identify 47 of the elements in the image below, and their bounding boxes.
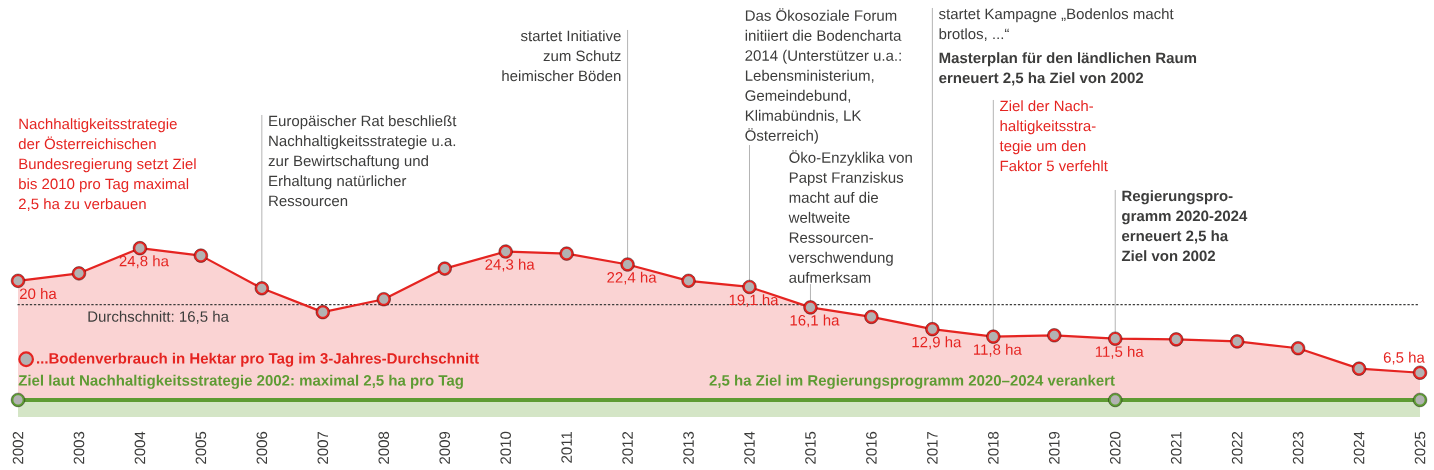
x-tick-label: 2005 [195,431,207,464]
data-label: 19,1 ha [729,294,779,307]
x-tick-label: 2003 [73,431,85,464]
ref-line-label: Regierungspro-gramm 2020-2024 erneuert 2,5 ha Ziel von 2002 [1121,190,1248,262]
x-tick-label: 2014 [744,431,755,464]
x-tick-label: 2021 [1170,431,1182,464]
x-tick-label: 2006 [256,431,268,464]
x-tick-label: 2011 [561,431,572,463]
x-tick-label: 2002 [12,431,24,464]
legend-label: ...Bodenverbrauch in Hektar pro Tag im 3-Jahres-Durchschnitt [37,352,479,367]
annotation: Ziel laut Nachhaltigkeitsstrategie 2002: maximal 2,5 ha pro Tag [18,374,463,389]
x-tick-label: 2009 [439,431,451,464]
x-tick-label: 2025 [1414,431,1426,464]
text: Masterplan für den ländlichen Raum erneuert 2,5 ha Ziel von 2002 [939,52,1197,86]
ref-line-label: Öko-Enzyklika von Papst Franziskus macht auf die weltweite Ressourcen-verschwendung aufmerksam [788,150,912,283]
x-tick-label: 2017 [927,431,938,464]
data-label: 6,5 ha [1383,351,1425,365]
x-tick-label: 2004 [134,431,146,464]
x-tick-label: 2015 [805,431,816,464]
x-tick-label: 2018 [988,431,999,464]
data-label: 11,5 ha [1095,345,1144,359]
x-tick-label: 2019 [1048,431,1060,464]
x-tick-label: 2020 [1109,431,1121,464]
text: Nachhaltigkeitsstrategie der Österreichischen Bundesregierung setzt Ziel bis 2010 pro Tag maximal 2,5 ha zu verbauen [18,118,196,211]
data-label: 24,8 ha [119,255,169,269]
ref-line-label: Das Ökosoziale Forum initiiert die Bodencharta 2014 (Unterstützer u.a.: Lebensministerium, Gemeindebund, Klimabündnis, LK Österreich) [745,8,902,144]
data-label: 11,8 ha [974,343,1022,357]
x-tick-label: 2013 [683,431,694,464]
data-label: 22,4 ha [607,271,657,285]
ref-line-label: Ziel der Nach-haltigkeitsstra-tegie um den Faktor 5 verfehlt [999,100,1108,172]
x-tick-label: 2022 [1231,431,1243,464]
x-tick-label: 2007 [317,431,329,464]
ref-line-label: Europäischer Rat beschließt Nachhaltigkeitsstrategie u.a. zur Bewirtschaftung und Erhaltung natürlicher Ressourcen [268,115,457,207]
x-tick-label: 2023 [1292,431,1304,464]
annotation: 2,5 ha Ziel im Regierungsprogramm 2020–2024 verankert [709,374,1115,389]
data-label: 20 ha [19,288,57,300]
ref-line-label: startet Kampagne „Bodenlos macht brotlos, ...“ [938,8,1174,41]
ref-line-label: Durchschnitt: 16,5 ha [88,310,229,324]
x-tick-label: 2012 [622,431,633,464]
x-tick-label: 2008 [378,431,390,464]
x-tick-label: 2016 [866,431,877,464]
data-label: 24,3 ha [485,258,535,272]
data-label: 12,9 ha [912,336,962,350]
data-label: 16,1 ha [790,314,840,328]
x-tick-label: 2010 [500,431,511,464]
ref-line-label: startet Initiative zum Schutz heimischer Böden [502,30,621,82]
x-tick-label: 2024 [1353,431,1365,464]
